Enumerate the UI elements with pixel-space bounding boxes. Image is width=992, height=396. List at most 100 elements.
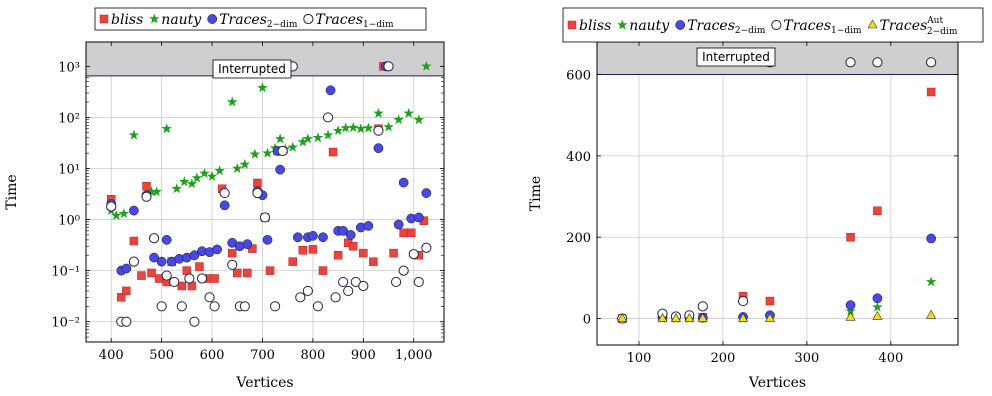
data-point-traces1 [845,57,856,68]
left-chart: Interrupted 400 500 600 700 800 900 1,000 10⁻² 10… [4,7,445,391]
legend-marker-nauty [617,19,628,30]
data-point-traces2 [325,85,336,96]
data-point-traces1 [239,301,250,312]
data-point-traces2 [872,293,883,304]
data-point-bliss [399,228,408,238]
data-point-traces1 [141,191,152,202]
data-point-bliss [177,281,187,291]
data-point-bliss [359,248,368,258]
data-point-nauty [206,170,218,181]
x-tick-label: 700 [250,348,275,363]
legend-marker-aut [867,19,878,29]
data-point-traces2 [308,230,318,241]
data-point-traces1 [277,145,288,157]
data-point-traces1 [269,301,281,312]
data-point-traces1 [302,285,313,297]
data-point-traces1 [872,57,883,68]
x-tick-label: 800 [300,348,325,363]
data-point-nauty [274,133,286,144]
legend-item-traces1: Traces1−dim [303,12,394,30]
interrupted-label-text: Interrupted [702,50,770,64]
data-point-traces1 [421,242,432,253]
data-point-traces1 [408,249,419,260]
data-point-nauty [363,122,374,133]
y-tick-label: 0 [583,313,591,328]
legend-label-traces2: Traces2−dim [219,12,298,30]
data-point-bliss [233,268,242,278]
data-point-traces2 [219,200,230,211]
legend-item-traces2: Traces2−dim [675,18,766,36]
legend-item-bliss: bliss [567,18,611,34]
data-point-nauty [226,96,238,107]
legend-marker-traces2 [675,20,686,30]
x-tick-label: 900 [351,348,376,363]
data-point-traces1 [219,187,230,199]
data-point-traces1 [398,265,409,276]
y-tick-label: 400 [566,150,591,165]
data-point-nauty [146,186,157,197]
data-point-bliss [873,206,882,216]
series-aut [617,309,937,322]
data-point-traces2 [161,235,172,245]
data-point-traces1 [161,270,172,281]
data-point-traces2 [845,300,856,310]
legend-marker-bliss [567,20,577,30]
interrupted-label-box [212,59,292,79]
interrupted-band [597,42,958,75]
data-point-traces1 [259,212,271,223]
data-point-nauty [340,122,351,133]
data-point-bliss [318,266,328,275]
data-point-traces1 [312,301,324,312]
data-point-aut [926,309,937,319]
data-point-bliss [147,268,156,278]
y-tick-label: 10⁻¹ [51,265,80,280]
data-point-traces2 [156,256,167,267]
legend-marker-traces1 [771,19,782,31]
plot-frame [85,41,445,343]
legend-label-bliss: bliss [579,18,611,34]
data-point-traces1 [227,259,238,270]
data-point-traces1 [106,201,117,212]
y-tick-label: 10⁰ [58,214,80,229]
data-point-traces2 [363,221,374,231]
x-axis-label: Vertices [748,375,806,391]
data-point-nauty [111,210,122,220]
data-point-nauty [322,129,334,140]
data-point-traces1 [169,276,180,288]
data-point-bliss [348,242,358,251]
data-point-bliss [846,232,855,242]
legend-label-nauty: nauty [161,12,202,28]
data-point-bliss [265,266,275,275]
legend-marker-nauty [149,13,160,24]
data-point-traces2 [275,164,285,175]
data-point-nauty [355,123,367,134]
data-point-nauty [128,129,140,140]
data-point-traces1 [737,295,749,307]
right-chart: Interrupted 100 200 300 400 0 200 400 600 Vertice… [528,7,984,391]
data-point-bliss [253,178,262,188]
data-point-traces2 [393,219,404,230]
data-point-traces1 [330,292,341,303]
data-point-aut [697,312,708,322]
data-point-traces1 [338,276,349,288]
data-point-aut [845,311,856,321]
series-traces1 [106,61,432,327]
y-tick-label: 10¹ [58,162,80,177]
data-point-nauty [872,301,883,312]
x-tick-label: 200 [711,351,736,366]
data-point-nauty [332,125,344,136]
y-tick-label: 10² [58,111,80,126]
x-axis-label: Vertices [235,375,293,391]
legend-item-aut: TracesAut 2−dim [867,16,958,37]
data-point-bliss [333,250,343,260]
data-point-traces2 [129,205,139,216]
legend: bliss nauty Traces2−dim Traces1−dim TracesAu… [562,7,984,43]
legend-item-traces2: Traces2−dim [207,12,298,30]
y-tick-label: 10⁻² [51,316,80,331]
legend-item-nauty: nauty [149,12,202,28]
data-point-traces2 [373,143,384,154]
y-tick-label: 200 [566,231,591,246]
data-point-bliss [765,296,775,306]
legend-marker-traces1 [303,13,314,25]
